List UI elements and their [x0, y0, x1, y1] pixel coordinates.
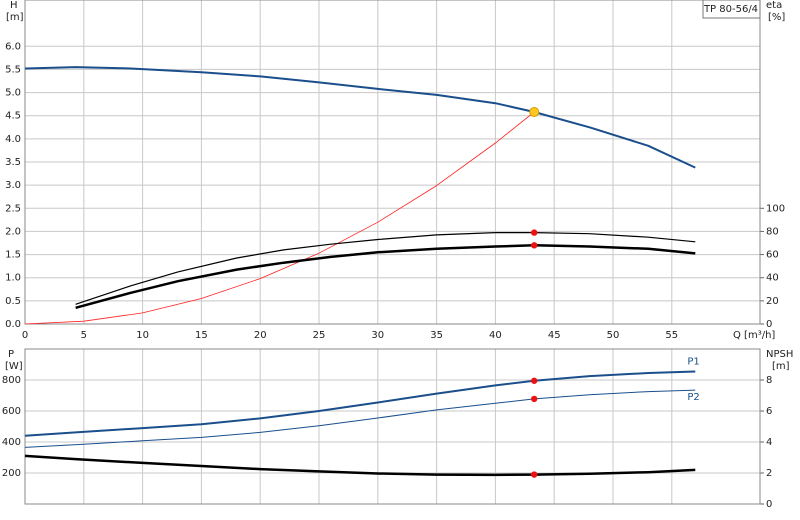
duty-point [531, 377, 538, 384]
y2-tick-label: 2 [766, 468, 772, 479]
y-tick-label: 400 [2, 437, 21, 448]
x-tick-label: 15 [195, 330, 208, 341]
duty-point [531, 395, 538, 403]
y-tick-label: 1.0 [5, 273, 21, 284]
y2-tick-label: 0 [766, 319, 772, 330]
duty-point [531, 229, 538, 236]
y-tick-label: 0.0 [5, 319, 21, 330]
chart-title: TP 80-56/4 [703, 4, 758, 15]
series-label: P2 [687, 392, 699, 403]
y-label: H [10, 0, 18, 11]
y-tick-label: 3.5 [5, 157, 21, 168]
series-label: P1 [687, 356, 699, 367]
duty-point [531, 242, 538, 249]
y2-tick-label: 8 [766, 375, 772, 386]
y-tick-label: 4.0 [5, 134, 21, 145]
curve [75, 244, 696, 310]
y2-unit: [m] [772, 361, 790, 372]
y-tick-label: 5.0 [5, 88, 21, 99]
y2-tick-label: 80 [766, 226, 779, 237]
curve [24, 111, 535, 325]
y2-tick-label: 100 [766, 203, 785, 214]
x-tick-label: 55 [665, 330, 678, 341]
x-tick-label: 45 [548, 330, 561, 341]
duty-point [531, 471, 538, 478]
y2-tick-label: 40 [766, 273, 779, 284]
y2-unit: [%] [768, 12, 785, 23]
y-tick-label: 2.0 [5, 226, 21, 237]
y-tick-label: 6.0 [5, 41, 21, 52]
y2-label: NPSH [766, 349, 793, 360]
curve [75, 232, 696, 305]
x-tick-label: 30 [371, 330, 384, 341]
x-tick-label: 5 [81, 330, 87, 341]
plot-frame [24, 0, 761, 325]
x-tick-label: 40 [489, 330, 502, 341]
curve [24, 370, 696, 437]
y-tick-label: 5.5 [5, 64, 21, 75]
y2-label: eta [766, 0, 782, 11]
y-tick-label: 0.5 [5, 296, 21, 307]
curve [24, 66, 696, 169]
y2-tick-label: 0 [766, 499, 772, 510]
y-unit: [W] [5, 361, 23, 372]
y-tick-label: 4.5 [5, 111, 21, 122]
y-tick-label: 800 [2, 375, 21, 386]
y2-tick-label: 60 [766, 250, 779, 261]
y2-tick-label: 20 [766, 296, 779, 307]
y-tick-label: 200 [2, 468, 21, 479]
y-unit: [m] [6, 12, 24, 23]
y2-tick-label: 4 [766, 437, 772, 448]
y-label: P [8, 349, 14, 360]
x-tick-label: 10 [136, 330, 149, 341]
y-tick-label: 3.0 [5, 180, 21, 191]
x-tick-label: 35 [430, 330, 443, 341]
y2-tick-label: 6 [766, 406, 772, 417]
title-box [702, 0, 761, 19]
y-tick-label: 1.5 [5, 250, 21, 261]
x-tick-label: 25 [313, 330, 326, 341]
x-tick-label: 50 [607, 330, 620, 341]
y-tick-label: 2.5 [5, 203, 21, 214]
duty-point [529, 107, 540, 118]
plot-frame [24, 348, 761, 505]
x-label: Q [m³/h] [733, 330, 775, 341]
curve [24, 389, 696, 448]
x-tick-label: 20 [254, 330, 267, 341]
y-tick-label: 600 [2, 406, 21, 417]
curve [24, 454, 696, 477]
x-tick-label: 0 [22, 330, 28, 341]
